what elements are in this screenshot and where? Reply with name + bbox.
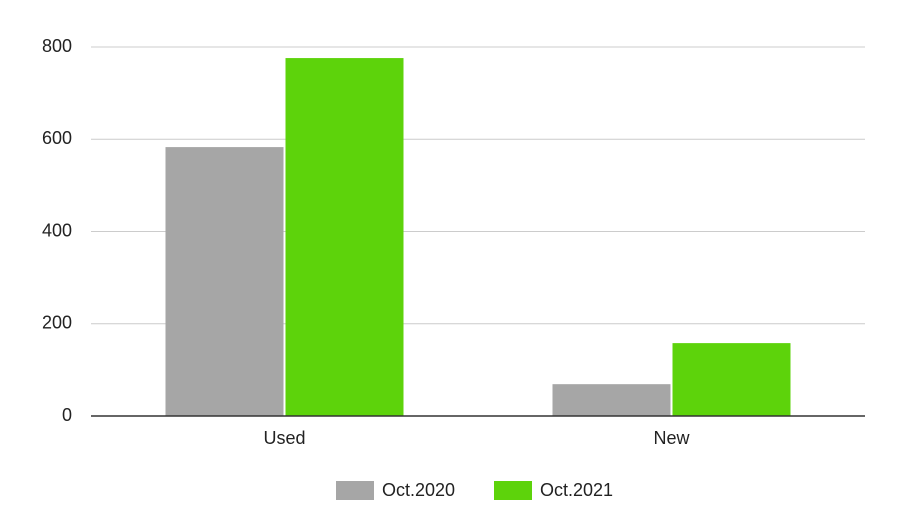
bar bbox=[165, 147, 284, 416]
legend-swatch bbox=[494, 481, 532, 500]
bar bbox=[552, 384, 671, 416]
legend-label: Oct.2020 bbox=[382, 480, 455, 500]
legend-label: Oct.2021 bbox=[540, 480, 613, 500]
y-tick-label: 400 bbox=[42, 220, 72, 240]
bar bbox=[672, 343, 791, 416]
y-tick-label: 0 bbox=[62, 405, 72, 425]
x-tick-label: New bbox=[653, 428, 690, 448]
y-tick-label: 800 bbox=[42, 36, 72, 56]
x-tick-label: Used bbox=[263, 428, 305, 448]
y-tick-label: 200 bbox=[42, 313, 72, 333]
y-tick-label: 600 bbox=[42, 128, 72, 148]
bar bbox=[285, 58, 404, 416]
legend-swatch bbox=[336, 481, 374, 500]
